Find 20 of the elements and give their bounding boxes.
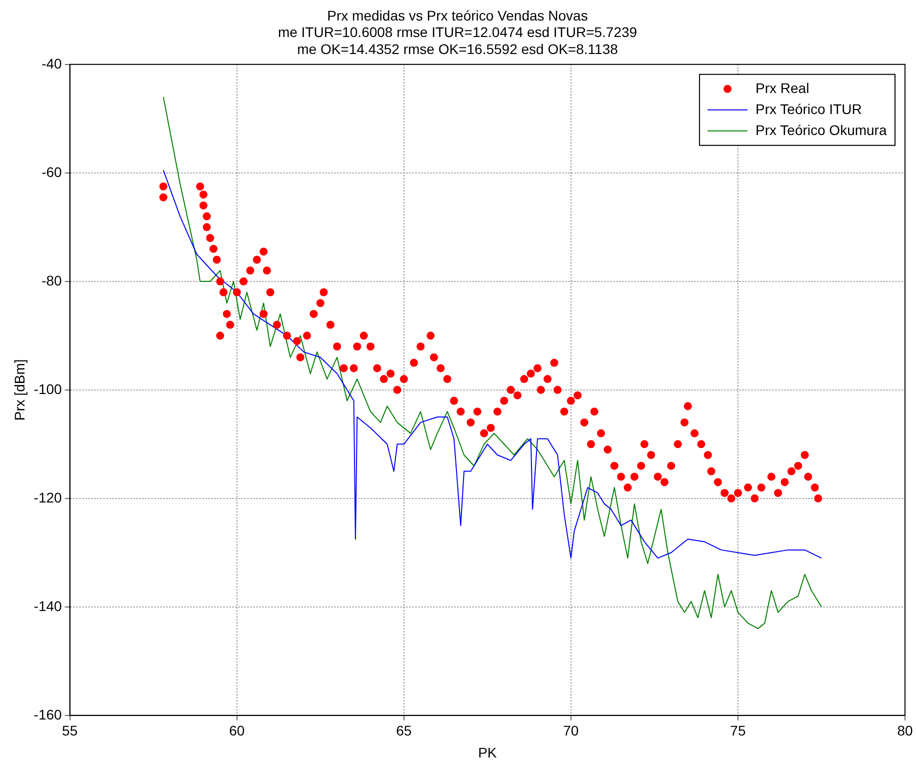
y-tick-label: -60	[42, 164, 62, 180]
legend-label: Prx Teórico Okumura	[756, 122, 887, 138]
x-tick-label: 65	[396, 722, 412, 739]
chart-title: Prx medidas vs Prx teórico Vendas Novas	[327, 7, 588, 24]
x-tick-label: 70	[563, 722, 579, 739]
legend-label: Prx Teórico ITUR	[756, 100, 862, 117]
y-tick-label: -120	[34, 489, 62, 506]
y-tick-label: -100	[34, 380, 62, 397]
x-tick-label: 75	[730, 722, 746, 739]
legend-label: Prx Real	[756, 80, 810, 96]
chart-subtitle: me ITUR=10.6008 rmse ITUR=12.0474 esd ITUR=5.7239 me OK=14.4352 rmse OK=16.5592 esd OK=8.1138	[278, 24, 638, 57]
y-tick-label: -160	[34, 706, 62, 722]
y-tick-label: -40	[42, 55, 62, 72]
x-tick-label: 60	[229, 722, 245, 739]
x-tick-label: 80	[897, 722, 913, 739]
y-tick-label: -140	[34, 598, 62, 614]
y-axis-title: Prx [dBm]	[11, 359, 28, 421]
x-axis-title: PK	[478, 744, 498, 760]
x-tick-label: 55	[62, 722, 78, 739]
y-tick-label: -80	[42, 272, 62, 288]
